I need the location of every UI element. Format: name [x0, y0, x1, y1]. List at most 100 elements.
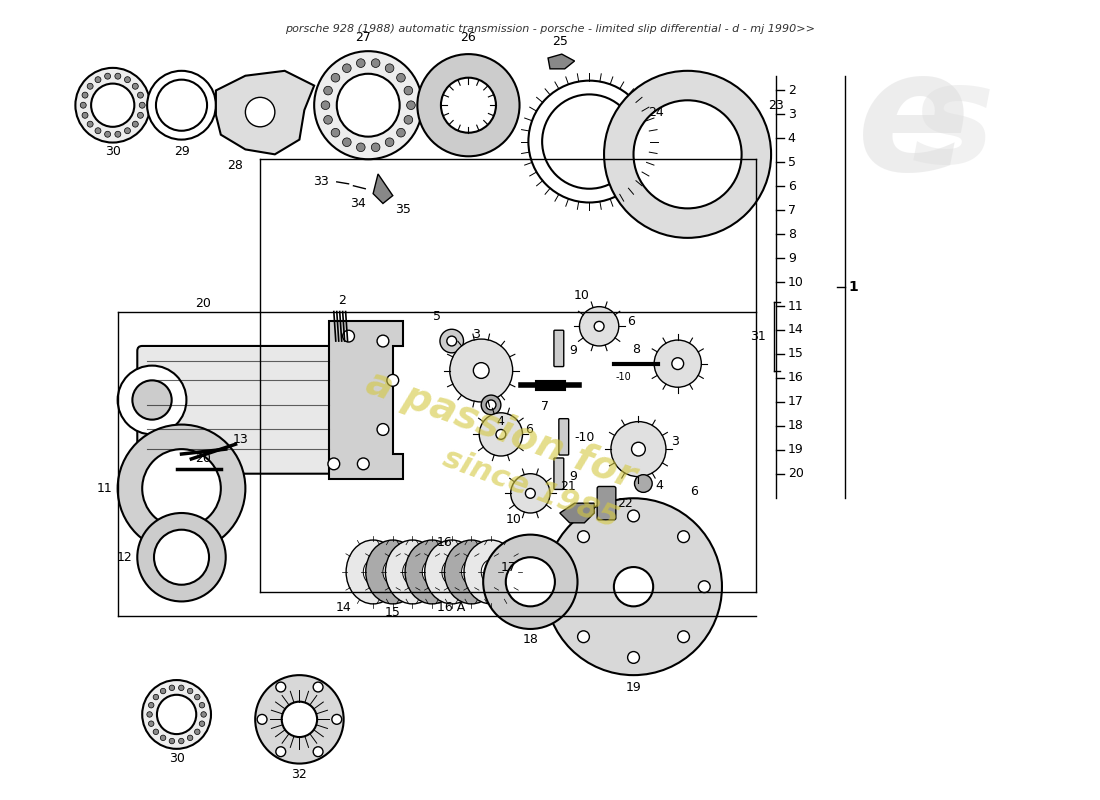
Circle shape [140, 102, 145, 108]
Text: 6: 6 [526, 423, 534, 436]
Circle shape [342, 138, 351, 146]
Ellipse shape [481, 560, 500, 584]
Ellipse shape [403, 560, 422, 584]
Text: 19: 19 [788, 443, 803, 456]
Circle shape [321, 101, 330, 110]
Circle shape [161, 735, 166, 741]
Circle shape [526, 489, 536, 498]
Circle shape [118, 366, 186, 434]
Circle shape [245, 98, 275, 127]
Text: 18: 18 [522, 633, 538, 646]
Text: 3: 3 [671, 434, 679, 448]
Circle shape [610, 422, 665, 477]
Text: 16: 16 [437, 536, 453, 549]
Circle shape [142, 680, 211, 749]
Circle shape [496, 430, 506, 439]
Circle shape [132, 121, 139, 127]
Text: 7: 7 [788, 204, 795, 217]
Circle shape [255, 675, 343, 763]
Circle shape [407, 101, 416, 110]
FancyBboxPatch shape [554, 330, 564, 366]
Text: 18: 18 [788, 419, 804, 432]
Text: 20: 20 [788, 467, 804, 480]
Text: 4: 4 [788, 132, 795, 145]
Text: 28: 28 [228, 159, 243, 172]
Circle shape [169, 685, 175, 690]
Circle shape [528, 81, 650, 202]
Text: 15: 15 [385, 606, 400, 619]
Ellipse shape [442, 560, 462, 584]
Circle shape [276, 746, 286, 757]
Text: 10: 10 [506, 513, 521, 526]
Ellipse shape [425, 540, 478, 604]
Circle shape [95, 128, 101, 134]
Circle shape [377, 423, 388, 435]
Circle shape [91, 83, 134, 127]
Text: a passion for: a passion for [361, 363, 641, 496]
Circle shape [447, 336, 456, 346]
Circle shape [614, 567, 653, 606]
FancyBboxPatch shape [559, 418, 569, 455]
Circle shape [342, 64, 351, 73]
Circle shape [314, 746, 323, 757]
Circle shape [178, 738, 184, 744]
Polygon shape [560, 503, 594, 523]
Text: 5: 5 [788, 156, 795, 169]
Text: 9: 9 [788, 252, 795, 265]
Circle shape [82, 92, 88, 98]
Circle shape [510, 474, 550, 513]
Circle shape [631, 442, 646, 456]
Circle shape [114, 73, 121, 79]
Text: 8: 8 [788, 228, 795, 241]
Circle shape [169, 738, 175, 744]
Circle shape [385, 138, 394, 146]
Circle shape [95, 77, 101, 82]
Text: 22: 22 [617, 497, 632, 510]
Circle shape [440, 330, 463, 353]
Circle shape [148, 702, 154, 708]
Text: -10: -10 [574, 431, 595, 444]
Circle shape [187, 688, 192, 694]
Text: 32: 32 [292, 769, 307, 782]
Text: 16: 16 [788, 371, 803, 384]
Text: 5: 5 [433, 310, 441, 323]
Text: 34: 34 [351, 197, 366, 210]
Circle shape [441, 78, 496, 133]
Circle shape [276, 682, 286, 692]
Circle shape [257, 714, 267, 724]
Circle shape [356, 58, 365, 67]
Circle shape [372, 143, 379, 152]
Text: 33: 33 [314, 175, 329, 188]
Circle shape [332, 714, 342, 724]
Text: 9: 9 [570, 470, 578, 483]
Text: 2: 2 [788, 84, 795, 97]
Circle shape [404, 86, 412, 95]
Circle shape [138, 112, 143, 118]
Circle shape [628, 651, 639, 663]
Circle shape [87, 121, 94, 127]
Circle shape [542, 94, 637, 189]
Circle shape [578, 530, 590, 542]
Circle shape [124, 128, 131, 134]
Circle shape [343, 330, 354, 342]
Circle shape [114, 131, 121, 138]
Circle shape [314, 682, 323, 692]
Circle shape [157, 694, 196, 734]
Text: -10: -10 [616, 373, 631, 382]
Ellipse shape [422, 560, 442, 584]
Text: 27: 27 [355, 31, 371, 44]
Circle shape [678, 530, 690, 542]
Circle shape [331, 74, 340, 82]
Text: 17: 17 [788, 395, 804, 408]
Circle shape [323, 115, 332, 124]
Circle shape [372, 58, 379, 67]
Text: 10: 10 [573, 289, 590, 302]
Text: 13: 13 [232, 433, 249, 446]
Ellipse shape [366, 540, 420, 604]
Circle shape [385, 64, 394, 73]
Text: 20: 20 [195, 453, 211, 466]
Text: 11: 11 [97, 482, 112, 495]
Ellipse shape [383, 560, 403, 584]
FancyBboxPatch shape [138, 346, 333, 474]
Circle shape [356, 143, 365, 152]
